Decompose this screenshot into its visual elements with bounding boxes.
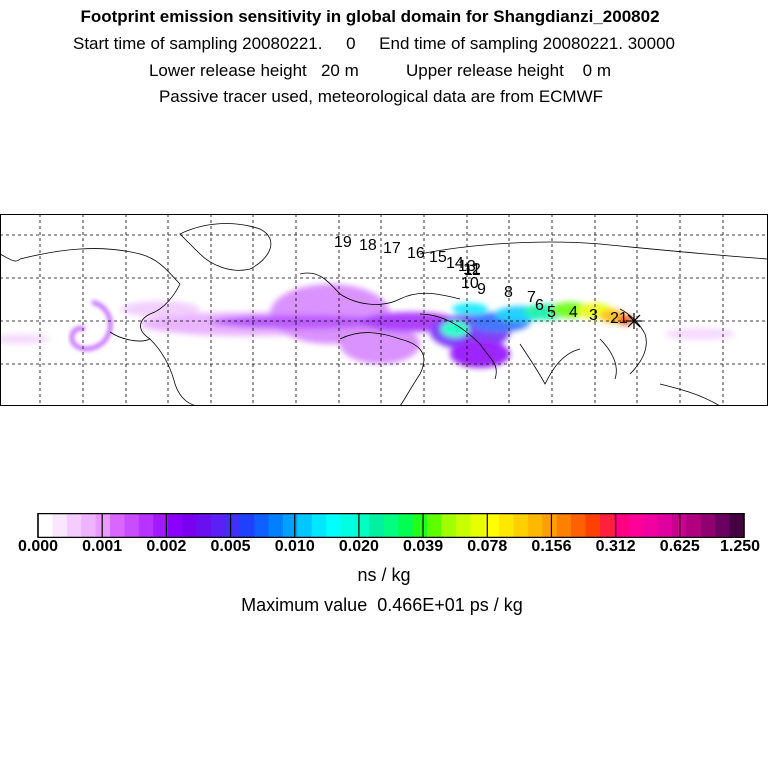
colorbar-swatch: [225, 513, 241, 538]
trajectory-label: 12: [463, 261, 481, 278]
footprint-map: 21 3 4 5 6 7 8 9 10 11 12 13 14 15 16 17…: [0, 214, 768, 406]
colorbar-swatch: [196, 513, 212, 538]
colorbar-swatch: [527, 513, 543, 538]
colorbar-swatch: [52, 513, 68, 538]
colorbar-tick-label: 0.156: [531, 538, 572, 555]
trajectory-label: 18: [359, 237, 377, 254]
coastlines: [0, 223, 768, 406]
colorbar-swatch: [513, 513, 529, 538]
trajectory-label: 5: [547, 304, 556, 321]
colorbar-swatch: [628, 513, 644, 538]
trajectory-label: 7: [527, 289, 536, 306]
trajectory-label: 9: [477, 281, 486, 298]
trajectory-label: 10: [461, 275, 479, 292]
trajectory-label: 6: [535, 297, 544, 314]
colorbar-swatch: [398, 513, 414, 538]
colorbar-swatch: [81, 513, 97, 538]
map-title: Footprint emission sensitivity in global…: [80, 7, 660, 26]
colorbar-swatch: [427, 513, 442, 538]
colorbar-swatch: [326, 513, 342, 538]
colorbar-swatch: [182, 513, 197, 538]
colorbar-swatch: [455, 513, 471, 538]
colorbar-swatch: [571, 513, 587, 538]
colorbar-tick-label: 0.000: [17, 538, 59, 555]
maximum-value-label: Maximum value 0.466E+01 ps / kg: [241, 595, 523, 615]
colorbar-swatch: [167, 513, 183, 538]
colorbar-swatch: [470, 513, 486, 538]
release-height-line: Lower release height 20 m Upper release …: [148, 61, 612, 80]
colorbar: [37, 513, 745, 538]
star-icon: [626, 313, 642, 329]
trajectory-label: 19: [334, 234, 352, 251]
colorbar-tick-label: 0.002: [146, 538, 187, 555]
colorbar-swatch: [95, 513, 111, 538]
colorbar-swatch: [153, 513, 169, 538]
trajectory-label: 15: [429, 249, 447, 266]
colorbar-tick-label: 0.005: [210, 538, 251, 555]
colorbar-swatch: [66, 513, 82, 538]
colorbar-tick-label: 0.001: [82, 538, 123, 555]
colorbar-swatch: [282, 513, 298, 538]
colorbar-tick-label: 0.312: [595, 538, 636, 555]
colorbar-tick-label: 0.625: [659, 538, 700, 555]
colorbar-swatch: [657, 513, 673, 538]
colorbar-tick-label: 0.039: [403, 538, 444, 555]
colorbar-swatch: [210, 513, 226, 538]
tracer-info-line: Passive tracer used, meteorological data…: [158, 87, 604, 106]
colorbar-swatch: [297, 513, 313, 538]
colorbar-swatch: [354, 513, 370, 538]
colorbar-swatch: [686, 513, 702, 538]
colorbar-swatch: [499, 513, 514, 538]
sensitivity-plume: [0, 284, 735, 368]
colorbar-swatch: [340, 513, 356, 538]
colorbar-swatch: [614, 513, 630, 538]
colorbar-swatch: [585, 513, 601, 538]
units-label: ns / kg: [357, 565, 411, 585]
colorbar-swatch: [311, 513, 327, 538]
colorbar-swatch: [556, 513, 572, 538]
colorbar-swatch: [441, 513, 457, 538]
trajectory-label: 13: [458, 258, 476, 275]
colorbar-tick-label: 0.010: [274, 538, 315, 555]
trajectory-label: 14: [446, 255, 464, 272]
trajectory-labels: 21 3 4 5 6 7 8 9 10 11 12 13 14 15 16 17…: [334, 234, 628, 327]
sampling-time-line: Start time of sampling 20080221. 0 End t…: [73, 34, 675, 53]
trajectory-label: 3: [589, 307, 598, 324]
colorbar-swatch: [542, 513, 558, 538]
lat-lon-grid: [0, 214, 768, 406]
colorbar-swatch: [369, 513, 385, 538]
colorbar-swatch: [38, 513, 53, 538]
colorbar-swatch: [599, 513, 615, 538]
colorbar-swatch: [124, 513, 140, 538]
colorbar-swatch: [268, 513, 284, 538]
colorbar-swatch: [412, 513, 428, 538]
trajectory-label: 8: [504, 284, 513, 301]
colorbar-swatch: [383, 513, 399, 538]
trajectory-label: 21: [610, 310, 628, 327]
colorbar-tick-label: 0.078: [467, 538, 508, 555]
colorbar-tick-label: 0.020: [338, 538, 379, 555]
trajectory-label: 16: [407, 245, 425, 262]
colorbar-swatch: [239, 513, 255, 538]
colorbar-swatch: [484, 513, 500, 538]
trajectory-label: 11: [464, 262, 481, 279]
colorbar-swatch: [700, 513, 716, 538]
colorbar-frame: [37, 513, 745, 538]
trajectory-label: 4: [569, 304, 578, 321]
colorbar-swatch: [643, 513, 659, 538]
colorbar-swatch: [715, 513, 731, 538]
colorbar-swatch: [729, 513, 745, 538]
colorbar-tick-label: 1.250: [719, 538, 761, 555]
colorbar-swatch: [110, 513, 125, 538]
colorbar-swatch: [254, 513, 270, 538]
colorbar-swatch: [138, 513, 154, 538]
trajectory-label: 17: [383, 240, 401, 257]
